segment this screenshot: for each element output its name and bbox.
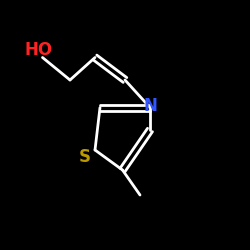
Text: HO: HO xyxy=(25,41,53,59)
Text: S: S xyxy=(79,148,91,166)
Text: N: N xyxy=(143,97,157,115)
